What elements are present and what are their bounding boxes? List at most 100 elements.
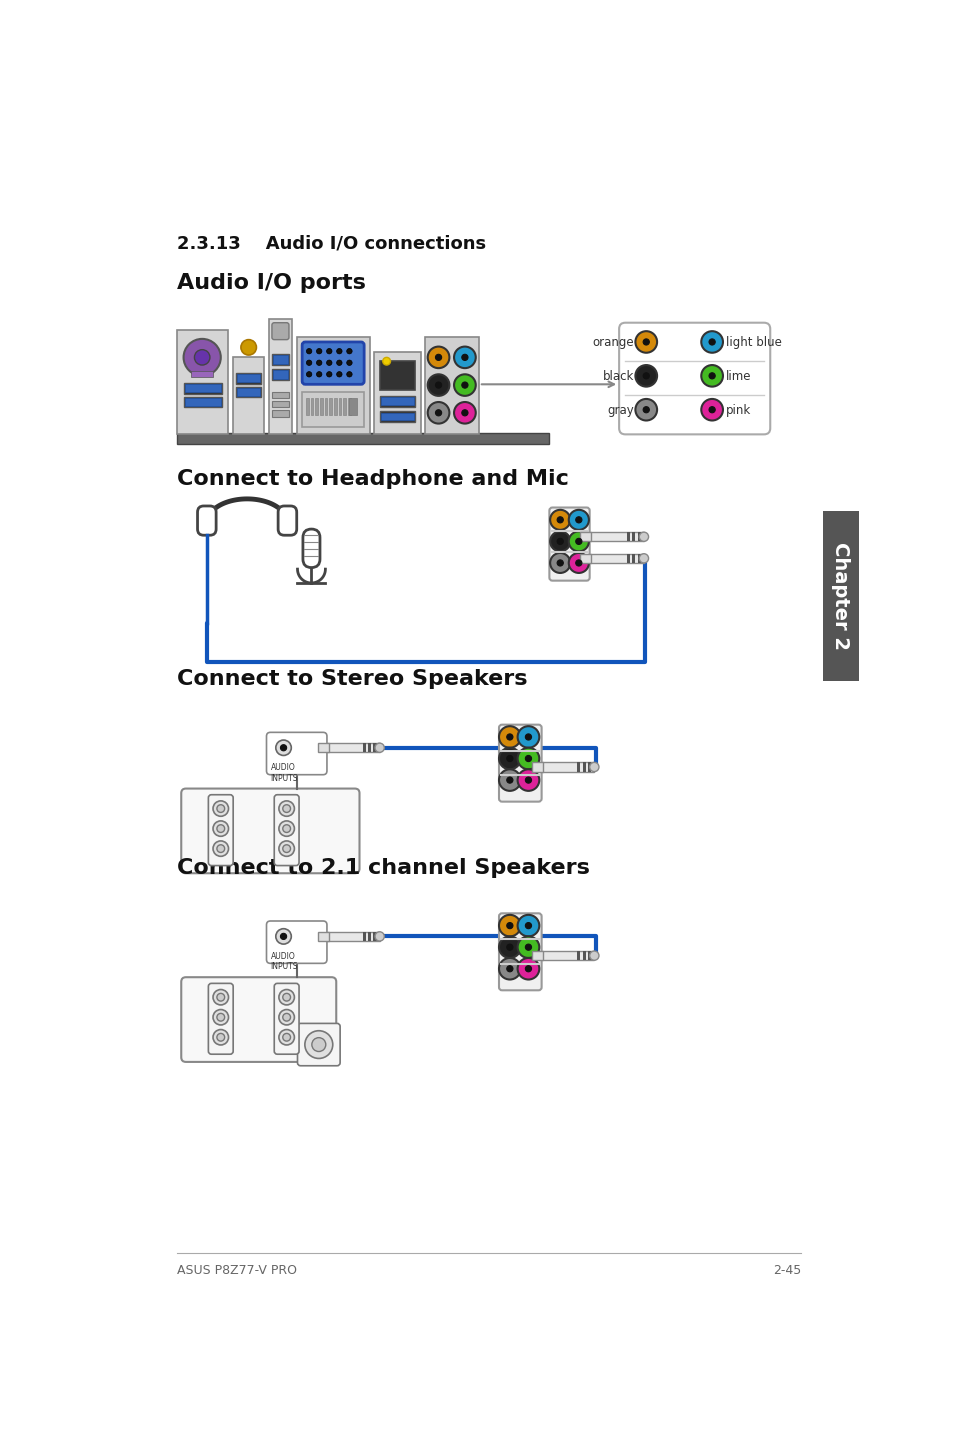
Circle shape bbox=[183, 339, 220, 375]
Bar bbox=[368, 932, 371, 940]
FancyBboxPatch shape bbox=[549, 508, 589, 581]
Circle shape bbox=[506, 777, 513, 784]
Circle shape bbox=[454, 347, 476, 368]
Circle shape bbox=[525, 945, 531, 951]
Text: 2.3.13    Audio I/O connections: 2.3.13 Audio I/O connections bbox=[177, 234, 486, 252]
Circle shape bbox=[435, 383, 441, 388]
Circle shape bbox=[575, 516, 581, 523]
Bar bbox=[327, 932, 379, 940]
Bar bbox=[269, 319, 292, 434]
Text: orange: orange bbox=[592, 336, 633, 349]
Circle shape bbox=[427, 347, 449, 368]
Text: AUDIO
INPUTS: AUDIO INPUTS bbox=[270, 952, 297, 971]
Circle shape bbox=[282, 805, 291, 812]
Bar bbox=[380, 361, 415, 391]
Circle shape bbox=[346, 371, 352, 377]
Circle shape bbox=[194, 349, 210, 365]
Bar bbox=[541, 762, 594, 772]
Circle shape bbox=[316, 371, 321, 377]
Bar bbox=[272, 410, 289, 417]
Circle shape bbox=[336, 371, 342, 377]
Bar bbox=[319, 398, 322, 416]
Circle shape bbox=[639, 554, 648, 562]
Circle shape bbox=[282, 825, 291, 833]
FancyBboxPatch shape bbox=[274, 984, 298, 1054]
FancyBboxPatch shape bbox=[208, 984, 233, 1054]
Bar bbox=[362, 932, 365, 940]
Circle shape bbox=[375, 743, 384, 752]
Bar bbox=[272, 370, 289, 381]
Circle shape bbox=[278, 801, 294, 817]
Circle shape bbox=[557, 538, 562, 545]
Bar bbox=[236, 388, 260, 395]
Circle shape bbox=[708, 372, 715, 380]
Circle shape bbox=[375, 932, 384, 940]
Bar bbox=[311, 398, 313, 416]
Text: 2-45: 2-45 bbox=[772, 1264, 801, 1277]
Circle shape bbox=[216, 805, 224, 812]
Circle shape bbox=[517, 958, 538, 979]
Circle shape bbox=[506, 755, 513, 762]
Circle shape bbox=[216, 1034, 224, 1041]
Circle shape bbox=[282, 844, 291, 853]
Circle shape bbox=[708, 339, 715, 345]
Bar bbox=[374, 352, 420, 434]
Circle shape bbox=[642, 407, 649, 413]
Circle shape bbox=[589, 762, 598, 772]
FancyBboxPatch shape bbox=[266, 920, 327, 963]
Circle shape bbox=[635, 365, 657, 387]
Circle shape bbox=[517, 915, 538, 936]
Text: Connect to Stereo Speakers: Connect to Stereo Speakers bbox=[177, 669, 527, 689]
Circle shape bbox=[461, 383, 468, 388]
Bar bbox=[637, 532, 640, 541]
Bar bbox=[272, 393, 289, 398]
Circle shape bbox=[282, 1034, 291, 1041]
Circle shape bbox=[278, 1030, 294, 1045]
Bar bbox=[273, 355, 288, 364]
Text: Audio I/O ports: Audio I/O ports bbox=[177, 273, 366, 293]
Bar bbox=[626, 532, 629, 541]
Bar bbox=[183, 397, 222, 407]
Circle shape bbox=[213, 989, 229, 1005]
Circle shape bbox=[506, 923, 513, 929]
Bar bbox=[368, 743, 371, 752]
Circle shape bbox=[498, 769, 520, 791]
Circle shape bbox=[557, 559, 562, 567]
Circle shape bbox=[312, 1038, 325, 1051]
Circle shape bbox=[213, 821, 229, 837]
Bar bbox=[582, 951, 585, 961]
Bar bbox=[577, 762, 579, 772]
Bar bbox=[334, 398, 336, 416]
Bar bbox=[373, 932, 376, 940]
FancyBboxPatch shape bbox=[181, 788, 359, 873]
Circle shape bbox=[278, 841, 294, 856]
Bar bbox=[185, 398, 220, 406]
Bar bbox=[582, 762, 585, 772]
Bar bbox=[185, 384, 220, 393]
Circle shape bbox=[213, 1009, 229, 1025]
Circle shape bbox=[216, 1014, 224, 1021]
Circle shape bbox=[213, 801, 229, 817]
Bar bbox=[381, 413, 414, 420]
FancyBboxPatch shape bbox=[303, 529, 319, 568]
Text: pink: pink bbox=[725, 404, 751, 417]
Bar bbox=[177, 433, 549, 443]
Circle shape bbox=[506, 945, 513, 951]
Bar bbox=[632, 532, 635, 541]
Bar bbox=[273, 371, 288, 380]
Bar bbox=[626, 554, 629, 562]
Circle shape bbox=[346, 360, 352, 365]
Bar bbox=[532, 762, 542, 772]
Bar bbox=[349, 398, 356, 416]
Circle shape bbox=[550, 554, 570, 572]
Circle shape bbox=[213, 841, 229, 856]
Circle shape bbox=[435, 410, 441, 416]
Circle shape bbox=[517, 769, 538, 791]
Circle shape bbox=[506, 733, 513, 741]
FancyBboxPatch shape bbox=[297, 1024, 340, 1066]
Text: black: black bbox=[602, 370, 633, 383]
Circle shape bbox=[568, 510, 588, 529]
Circle shape bbox=[282, 1014, 291, 1021]
Bar bbox=[236, 372, 261, 384]
Bar bbox=[579, 554, 591, 562]
